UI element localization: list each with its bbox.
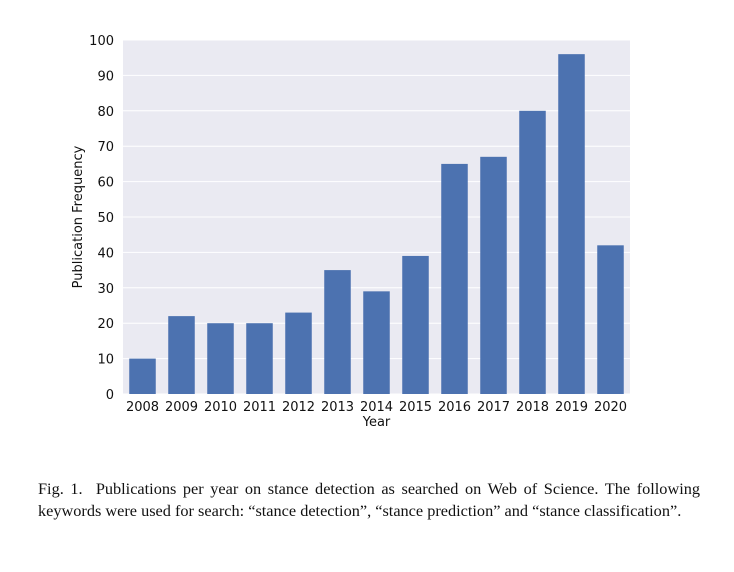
bar-2015 (402, 255, 429, 394)
x-tick-label: 2016 (438, 400, 471, 415)
bar-2016 (441, 163, 468, 394)
bar-2014 (363, 291, 390, 394)
y-tick-label: 20 (97, 317, 114, 332)
y-tick-label: 80 (97, 105, 114, 120)
y-tick-label: 70 (97, 140, 114, 155)
bar-2010 (207, 323, 234, 394)
x-tick-label: 2015 (399, 400, 432, 415)
x-tick-label: 2010 (204, 400, 237, 415)
figure-caption: Fig. 1. Publications per year on stance … (38, 478, 700, 522)
x-axis-label: Year (362, 415, 391, 430)
x-tick-label: 2019 (555, 400, 588, 415)
x-axis-ticks: 2008 2009 2010 2011 2012 2013 2014 2015 2016 2017… (126, 400, 627, 415)
x-tick-label: 2014 (360, 400, 393, 415)
y-axis-label: Publication Frequency (71, 145, 86, 288)
bars (129, 54, 624, 395)
bar-2012 (285, 312, 312, 394)
y-tick-label: 60 (97, 176, 114, 191)
y-axis-ticks: 0 10 20 30 40 50 60 70 80 90 100 (89, 34, 114, 403)
caption-text: Publications per year on stance detectio… (38, 479, 701, 520)
bar-2011 (246, 323, 273, 394)
bar-2013 (324, 270, 351, 394)
bar-2009 (168, 316, 195, 394)
x-tick-label: 2020 (594, 400, 627, 415)
bar-2020 (597, 245, 624, 394)
y-tick-label: 30 (97, 282, 114, 297)
y-tick-label: 40 (97, 246, 114, 261)
bar-2018 (519, 110, 546, 395)
x-tick-label: 2013 (321, 400, 354, 415)
bar-2019 (558, 54, 585, 394)
x-tick-label: 2009 (165, 400, 198, 415)
bar-2008 (129, 358, 156, 394)
x-tick-label: 2017 (477, 400, 510, 415)
x-tick-label: 2011 (243, 400, 276, 415)
x-tick-label: 2012 (282, 400, 315, 415)
x-tick-label: 2008 (126, 400, 159, 415)
y-tick-label: 0 (106, 388, 114, 403)
bar-2017 (480, 156, 507, 394)
x-tick-label: 2018 (516, 400, 549, 415)
y-tick-label: 10 (97, 353, 114, 368)
y-tick-label: 50 (97, 211, 114, 226)
caption-label: Fig. 1. (38, 479, 83, 498)
y-tick-label: 90 (97, 69, 114, 84)
y-tick-label: 100 (89, 34, 114, 49)
